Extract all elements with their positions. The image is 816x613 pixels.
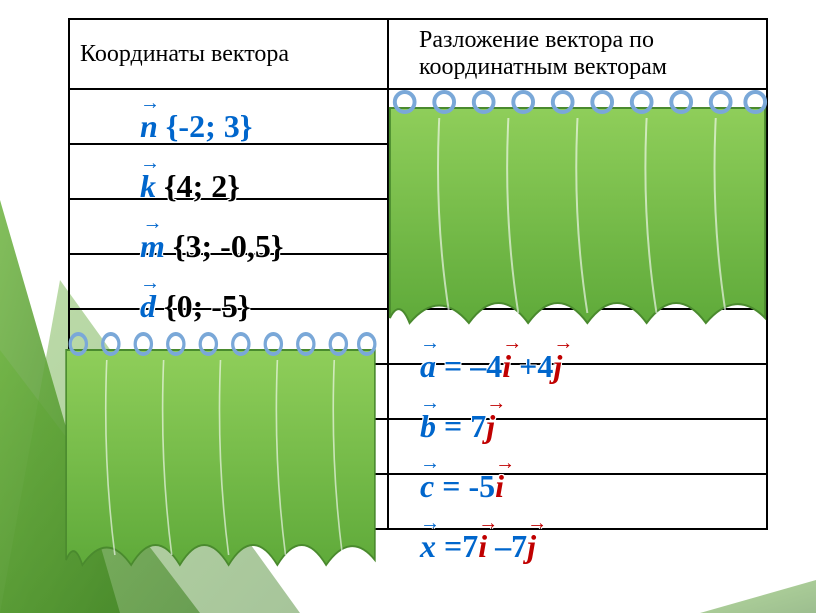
- right-expr-c: c = -5i: [420, 468, 504, 505]
- right-expr-x: x =7i –7j: [420, 528, 536, 565]
- curtain-top-right: [380, 88, 775, 348]
- right-expr-b: b = 7j: [420, 408, 495, 445]
- header-col1: Координаты вектора: [69, 19, 388, 89]
- left-vector-n: n {-2; 3}: [140, 108, 252, 145]
- left-vector-k: k {4; 2}: [140, 168, 240, 205]
- left-vector-m: m {3; -0,5}: [140, 228, 283, 265]
- right-expr-a: a = –4i +4j: [420, 348, 562, 385]
- header-col2: Разложение вектора по координатным векто…: [388, 19, 767, 89]
- curtain-bottom-left: [58, 330, 383, 590]
- left-vector-d: d {0; -5}: [140, 288, 251, 325]
